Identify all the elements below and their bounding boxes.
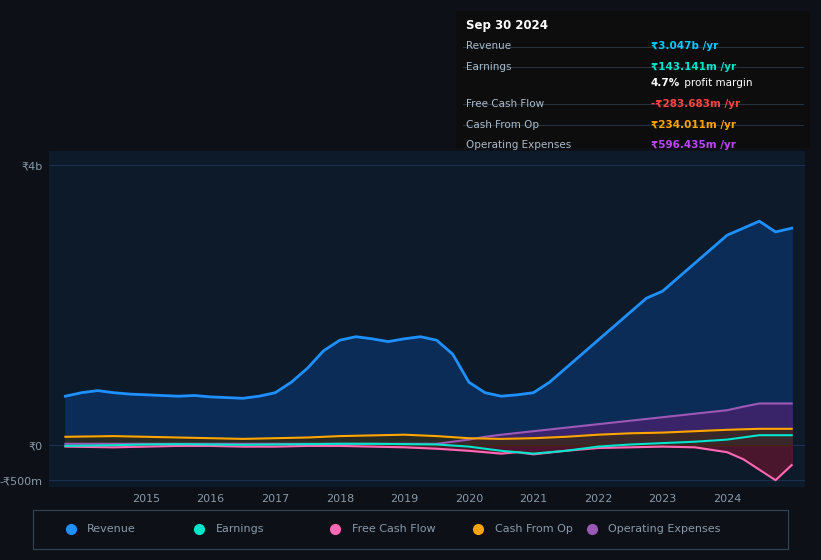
Text: ₹3.047b /yr: ₹3.047b /yr [651,41,718,52]
Text: Earnings: Earnings [216,524,264,534]
Text: Revenue: Revenue [87,524,136,534]
Text: -₹283.683m /yr: -₹283.683m /yr [651,99,740,109]
Text: Free Cash Flow: Free Cash Flow [351,524,435,534]
Text: Sep 30 2024: Sep 30 2024 [466,20,548,32]
Text: profit margin: profit margin [681,78,752,88]
Text: ₹234.011m /yr: ₹234.011m /yr [651,120,736,129]
Text: 4.7%: 4.7% [651,78,680,88]
Text: Revenue: Revenue [466,41,511,52]
Text: Cash From Op: Cash From Op [466,120,539,129]
Text: Cash From Op: Cash From Op [495,524,573,534]
Text: Free Cash Flow: Free Cash Flow [466,99,544,109]
Text: Operating Expenses: Operating Expenses [608,524,721,534]
Text: Earnings: Earnings [466,62,511,72]
Text: Operating Expenses: Operating Expenses [466,140,571,150]
Text: ₹143.141m /yr: ₹143.141m /yr [651,62,736,72]
Text: ₹596.435m /yr: ₹596.435m /yr [651,140,736,150]
